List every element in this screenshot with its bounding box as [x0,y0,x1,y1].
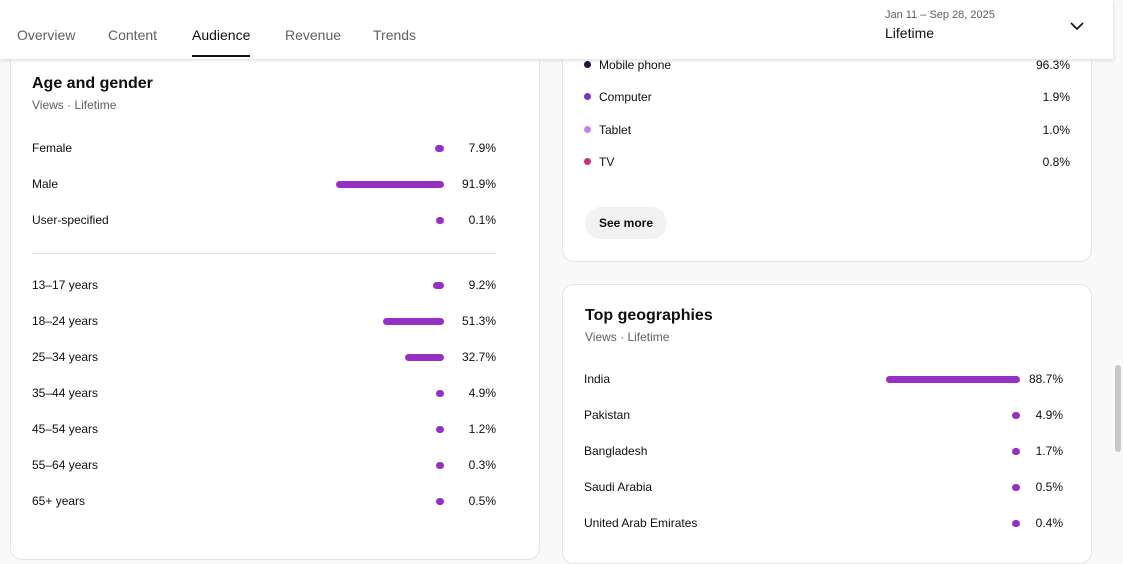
row-label: Female [32,141,73,155]
age-row: 25–34 years 32.7% [32,347,496,367]
device-percent: 96.3% [1035,58,1070,72]
row-label: Saudi Arabia [584,480,653,494]
geography-row: Saudi Arabia 0.5% [584,477,1063,497]
row-percent: 0.5% [1035,480,1063,494]
age-gender-subtitle: Views · Lifetime [32,98,117,112]
tab-revenue[interactable]: Revenue [285,27,342,43]
device-row: TV 0.8% [584,152,1070,172]
device-label: TV [599,154,615,169]
tab-overview[interactable]: Overview [17,27,76,43]
row-label: 18–24 years [32,314,99,328]
row-label: 35–44 years [32,386,99,400]
value-bar [434,145,444,152]
see-more-button[interactable]: See more [585,207,667,239]
value-bar [886,376,1020,383]
chevron-down-icon[interactable] [1068,17,1086,35]
row-percent: 1.2% [468,422,496,436]
age-gender-title: Age and gender [32,75,153,92]
row-percent: 51.3% [461,314,496,328]
value-bar [436,217,444,224]
row-percent: 0.4% [1035,516,1063,530]
device-percent: 1.9% [1042,90,1070,105]
gender-row: Female 7.9% [32,138,496,158]
row-label: 13–17 years [32,278,99,292]
age-row: 13–17 years 9.2% [32,275,496,295]
geography-row: Pakistan 4.9% [584,405,1063,425]
row-percent: 0.1% [468,213,496,227]
row-label: 65+ years [32,494,86,508]
age-row: 65+ years 0.5% [32,491,496,511]
row-percent: 4.9% [1035,408,1063,422]
date-range-value: Lifetime [885,25,935,41]
device-percent: 1.0% [1042,122,1070,137]
divider [32,253,496,254]
row-percent: 91.9% [461,177,496,191]
value-bar [436,498,444,505]
value-bar [436,426,444,433]
legend-dot-icon [584,157,591,165]
row-label: User-specified [32,213,109,227]
top-geographies-card [562,284,1092,564]
row-label: India [584,372,611,386]
age-row: 18–24 years 51.3% [32,311,496,331]
row-label: United Arab Emirates [584,516,698,530]
value-bar [436,390,444,397]
value-bar [433,282,444,289]
geography-row: Bangladesh 1.7% [584,441,1063,461]
device-row: Tablet 1.0% [584,120,1070,140]
row-label: 25–34 years [32,350,99,364]
geography-row: United Arab Emirates 0.4% [584,513,1063,533]
device-percent: 0.8% [1042,154,1070,169]
gender-row: User-specified 0.1% [32,210,496,230]
legend-dot-icon [584,125,591,133]
device-row: Mobile phone 96.3% [584,55,1070,75]
device-row: Computer 1.9% [584,87,1070,107]
value-bar [436,462,444,469]
row-label: Bangladesh [584,444,648,458]
row-percent: 1.7% [1035,444,1063,458]
row-label: Male [32,177,59,191]
value-bar [1012,484,1020,491]
row-percent: 0.3% [468,458,496,472]
device-label: Mobile phone [599,58,672,72]
row-percent: 88.7% [1028,372,1063,386]
scrollbar-thumb[interactable] [1115,365,1121,452]
legend-dot-icon [584,61,591,68]
legend-dot-icon [584,93,591,101]
value-bar [1012,520,1020,527]
device-label: Tablet [599,122,632,137]
top-tabs-header: Overview Content Audience Revenue Trends… [0,0,1113,59]
age-row: 35–44 years 4.9% [32,383,496,403]
row-label: 55–64 years [32,458,99,472]
device-label: Computer [599,90,652,105]
value-bar [383,318,444,325]
row-percent: 7.9% [468,141,496,155]
value-bar [335,181,444,188]
geographies-subtitle: Views · Lifetime [585,330,670,344]
tab-content[interactable]: Content [108,27,158,43]
gender-row: Male 91.9% [32,174,496,194]
row-percent: 9.2% [468,278,496,292]
date-range-selector[interactable]: Jan 11 – Sep 28, 2025 Lifetime [885,9,995,41]
value-bar [1012,448,1020,455]
tab-audience[interactable]: Audience [192,27,251,57]
geographies-title: Top geographies [585,307,713,324]
geography-row: India 88.7% [584,369,1063,389]
age-row: 55–64 years 0.3% [32,455,496,475]
row-label: 45–54 years [32,422,99,436]
row-label: Pakistan [584,408,631,422]
age-row: 45–54 years 1.2% [32,419,496,439]
row-percent: 32.7% [461,350,496,364]
value-bar [1012,412,1020,419]
tab-trends[interactable]: Trends [373,27,417,43]
row-percent: 0.5% [468,494,496,508]
value-bar [405,354,444,361]
row-percent: 4.9% [468,386,496,400]
date-range-dates: Jan 11 – Sep 28, 2025 [885,9,995,21]
age-gender-card [10,40,540,560]
